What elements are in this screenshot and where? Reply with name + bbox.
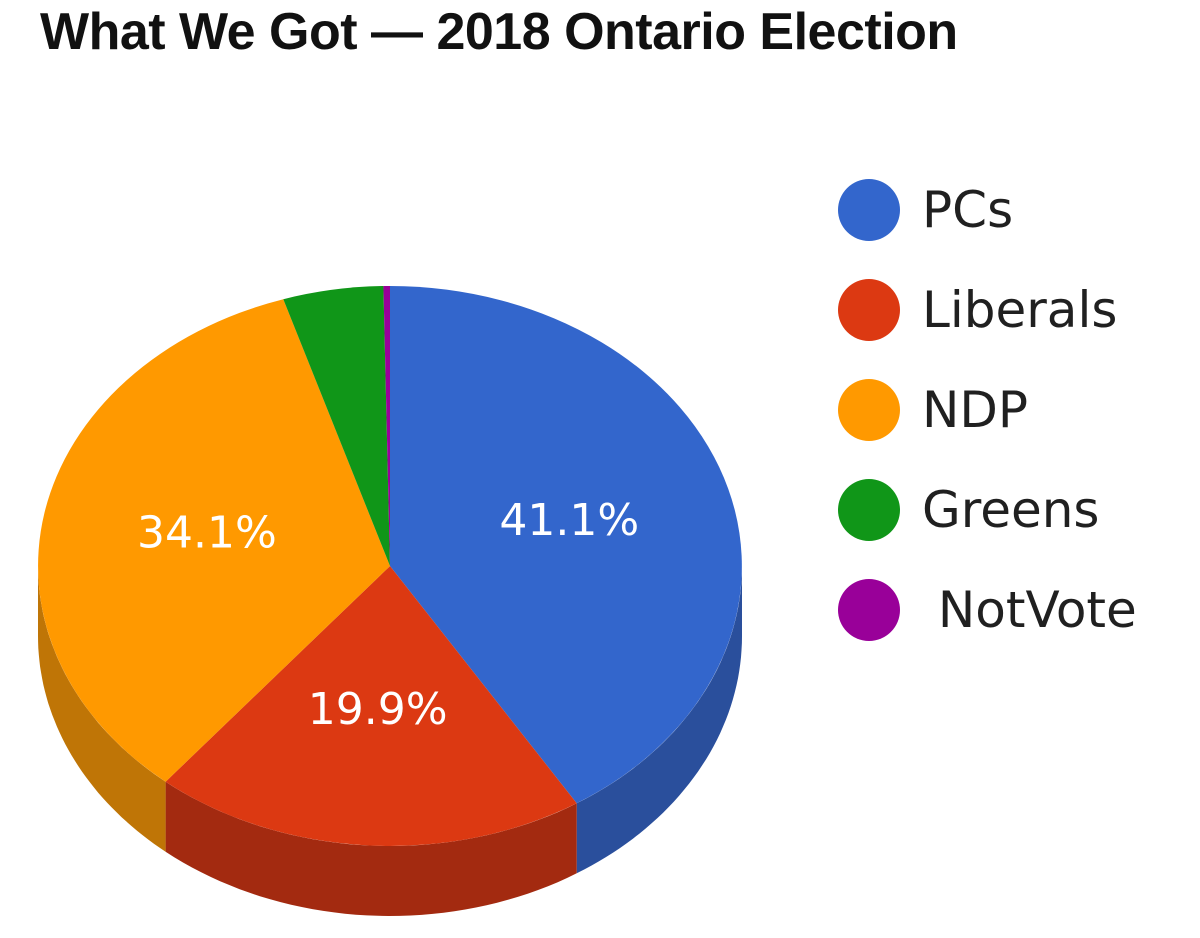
legend-swatch-ndp (838, 379, 900, 441)
legend-item-liberals: Liberals (838, 260, 1137, 360)
pie-side-pcs (576, 566, 742, 874)
chart-title: What We Got — 2018 Ontario Election (40, 3, 958, 61)
legend-label-greens: Greens (922, 481, 1100, 539)
pie-slice-notvote (383, 285, 390, 566)
legend-label-ndp: NDP (922, 381, 1029, 439)
pie-sides (38, 566, 742, 916)
legend-swatch-pcs (838, 179, 900, 241)
legend-label-notvote: NotVote (922, 581, 1137, 639)
legend-item-ndp: NDP (838, 360, 1137, 460)
legend-swatch-notvote (838, 579, 900, 641)
pie-label-ndp: 34.1% (137, 508, 277, 559)
legend-item-greens: Greens (838, 460, 1137, 560)
legend-item-pcs: PCs (838, 160, 1137, 260)
pie-slice-greens (283, 286, 390, 566)
pie-side-ndp (38, 566, 166, 852)
legend-swatch-greens (838, 479, 900, 541)
legend-swatch-liberals (838, 279, 900, 341)
legend: PCs Liberals NDP Greens NotVote (838, 160, 1137, 660)
pie-slices (38, 285, 742, 846)
pie-slice-liberals (165, 566, 577, 846)
legend-label-pcs: PCs (922, 181, 1014, 239)
pie-slice-pcs (390, 286, 742, 804)
pie-side-liberals (165, 781, 577, 916)
pie-slice-ndp (38, 299, 391, 782)
legend-item-notvote: NotVote (838, 560, 1137, 660)
pie-label-liberals: 19.9% (308, 684, 448, 735)
pie-labels: 41.1% 19.9% 34.1% (137, 495, 639, 735)
pie-label-pcs: 41.1% (499, 495, 639, 546)
legend-label-liberals: Liberals (922, 281, 1118, 339)
